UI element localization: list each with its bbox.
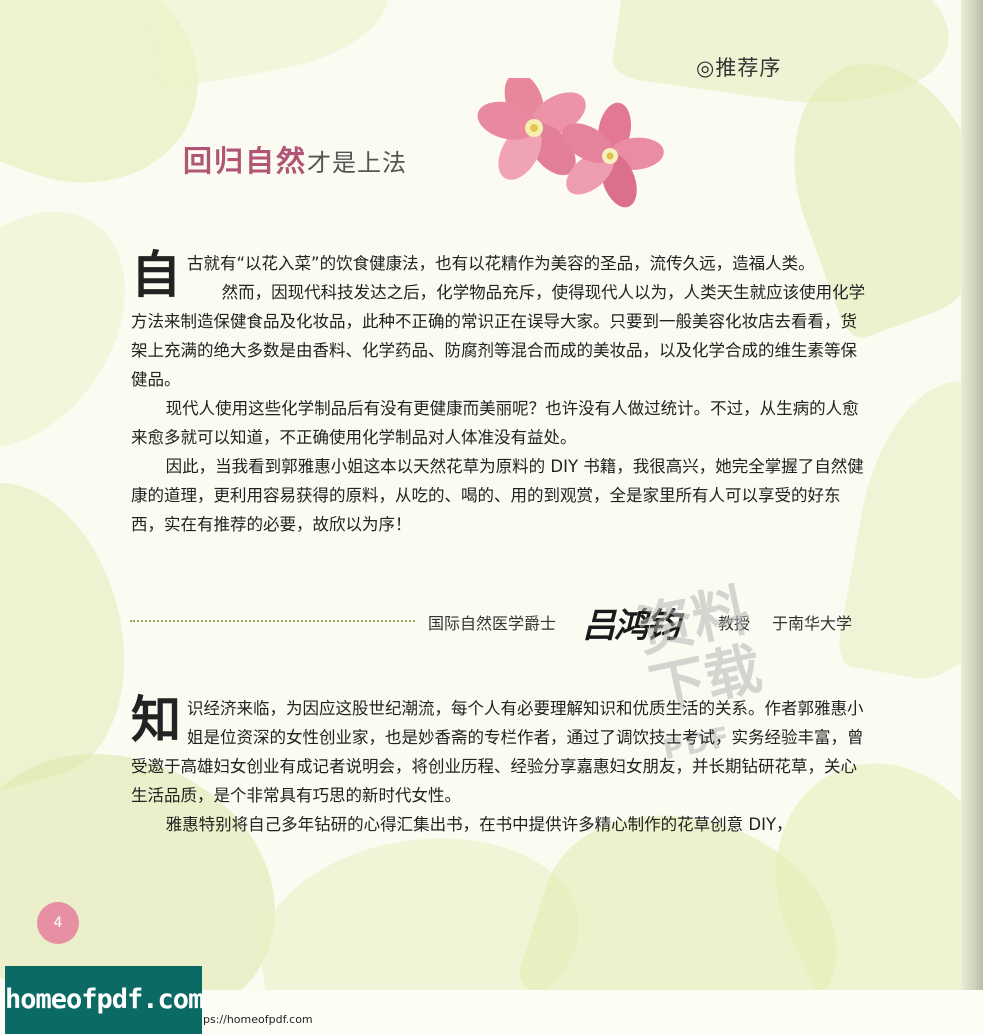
signature-dotted-line (130, 620, 415, 622)
preface-paragraph-1: 古就有“以花入菜”的饮食健康法，也有以花精作为美容的圣品，流传久远，造福人类。 (187, 254, 815, 273)
section-tag: ◎推荐序 (696, 56, 782, 80)
author-university: 于南华大学 (772, 614, 853, 633)
intro-paragraph-2: 雅惠特别将自己多年钻研的心得汇集出书，在书中提供许多精心制作的花草创意 DIY， (165, 815, 793, 834)
author-signature: 吕鸿钧 (582, 606, 680, 646)
preface-paragraph-4: 因此，当我看到郭雅惠小姐这本以天然花草为原料的 DIY 书籍，我很高兴，她完全掌… (131, 457, 864, 534)
book-page: ◎推荐序 回归自然才是上法 自古就有“以花入菜”的饮食健康法，也有以花精作为美容… (0, 0, 983, 990)
preface-paragraph-3: 现代人使用这些化学制品后有没有更健康而美丽呢？也许没有人做过统计。不过，从生病的… (131, 399, 859, 447)
footer-url-link[interactable]: ps://homeofpdf.com (203, 1013, 313, 1026)
title-light: 才是上法 (307, 149, 408, 177)
site-logo[interactable]: homeofpdf.com (5, 966, 204, 1034)
book-spine (961, 0, 983, 990)
intro-text: 知识经济来临，为因应这股世纪潮流，每个人有必要理解知识和优质生活的关系。作者郭雅… (131, 694, 873, 839)
pink-flower-illustration (477, 78, 664, 208)
page-number-badge: 4 (37, 902, 79, 944)
intro-paragraph-1: 识经济来临，为因应这股世纪潮流，每个人有必要理解知识和优质生活的关系。作者郭雅惠… (131, 699, 864, 805)
author-title: 国际自然医学爵士 (428, 614, 557, 633)
bg-petal (141, 0, 399, 90)
preface-paragraph-2: 然而，因现代科技发达之后，化学物品充斥，使得现代人以为，人类天生就应该使用化学方… (131, 283, 866, 389)
dropcap: 自 (131, 246, 181, 304)
dropcap: 知 (131, 691, 181, 749)
preface-text: 自古就有“以花入菜”的饮食健康法，也有以花精作为美容的圣品，流传久远，造福人类。… (131, 249, 873, 539)
page-title: 回归自然才是上法 (183, 138, 407, 180)
author-rank: 教授 (718, 614, 751, 633)
title-strong: 回归自然 (183, 144, 308, 178)
